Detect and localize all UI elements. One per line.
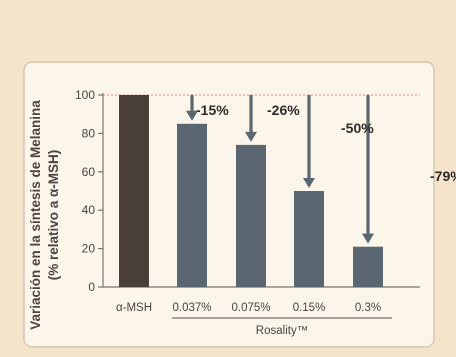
y-tick-label: 80 [82, 126, 96, 140]
x-tick-label: α-MSH [116, 302, 152, 314]
x-tick-label: 0.15% [293, 302, 326, 314]
y-axis-label: Variación en la síntesis de Melanina [28, 100, 43, 330]
y-tick-label: 60 [82, 165, 96, 179]
reduction-arrowhead [245, 131, 257, 142]
bar [294, 191, 324, 287]
x-tick-label: 0.075% [231, 302, 270, 314]
chart-marks [119, 95, 383, 287]
x-tick-label: 0.3% [355, 302, 381, 314]
bar [353, 246, 383, 287]
reduction-label: -26% [267, 102, 300, 118]
reduction-label: -15% [196, 102, 229, 118]
y-tick-label: 100 [75, 88, 95, 102]
y-tick-label: 0 [88, 280, 95, 294]
bar [236, 144, 266, 287]
y-tick-label: 20 [82, 242, 96, 256]
reduction-arrowhead [186, 110, 198, 121]
reduction-arrowhead [362, 233, 374, 244]
reduction-arrowhead [303, 178, 315, 188]
group-label-rosality: Rosality™ [256, 325, 308, 337]
reduction-label: -79% [430, 168, 456, 184]
x-tick-label: 0.037% [172, 302, 211, 314]
reduction-label: -50% [341, 120, 374, 136]
bar [119, 95, 149, 287]
y-axis-sublabel: (% relativo a α-MSH) [46, 150, 61, 281]
bar [177, 123, 207, 287]
y-tick-label: 40 [82, 203, 96, 217]
chart-labels: 0 20 40 60 80 100 α-MSH 0.037% -15% 0.075% -26% 0.1… [75, 88, 456, 314]
